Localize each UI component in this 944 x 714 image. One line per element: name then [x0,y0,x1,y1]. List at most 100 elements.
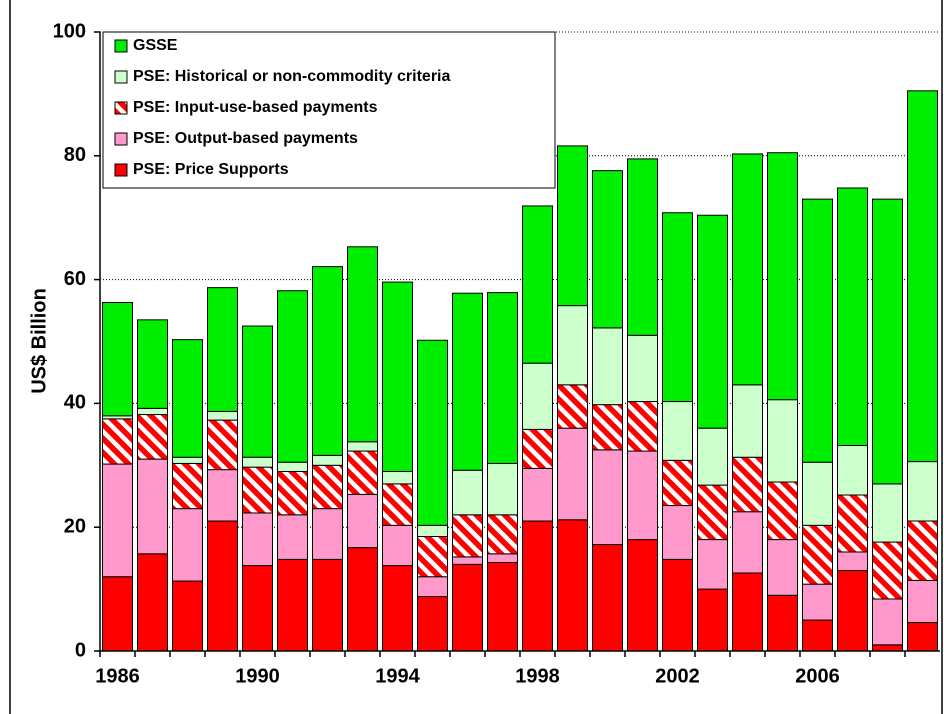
bar-segment [802,461,833,526]
bar-segment [837,494,868,553]
bar-segment [452,556,483,565]
bar-segment [207,419,238,471]
bar-segment [557,427,588,521]
bar-segment [242,456,273,468]
x-tick-label: 1990 [235,665,280,687]
bar-segment [557,384,588,429]
bar-segment [417,524,448,537]
bar-segment [242,325,273,458]
bar-segment [592,327,623,406]
bar-segment [242,466,273,514]
bar-segment [277,470,308,516]
bar-segment [592,544,623,652]
bar-segment [802,524,833,585]
bar-segment [452,469,483,516]
bar-segment [312,558,343,652]
x-tick-label: 2006 [795,665,840,687]
bar-segment [872,483,903,543]
bar-segment [627,539,658,652]
bar-segment [102,302,133,417]
bar-segment [417,596,448,652]
bar-segment [452,514,483,558]
bar-segment [872,598,903,646]
bar-segment [872,541,903,600]
bars [102,90,938,652]
bar-segment [837,187,868,446]
bar-segment [277,514,308,560]
bar-segment [347,246,378,443]
bar-segment [907,461,938,522]
y-tick-label: 20 [64,515,86,537]
bar-segment [732,456,763,513]
bar-segment [907,622,938,652]
bar-segment [172,580,203,652]
bar-segment [592,404,623,451]
bar-segment [137,414,168,460]
bar-segment [452,292,483,471]
bar-segment [382,483,413,526]
bar-segment [557,145,588,307]
bar-segment [312,464,343,510]
legend-swatch [114,101,128,115]
bar-segment [697,214,728,429]
bar-segment [557,519,588,652]
legend-swatch [114,39,128,53]
legend-label: PSE: Input-use-based payments [133,99,378,116]
bar-segment [102,418,133,465]
bar-segment [242,565,273,652]
bar-segment [312,454,343,466]
bar-segment [347,441,378,452]
bar-segment [207,287,238,412]
bar-segment [732,511,763,574]
bar-segment [802,583,833,621]
bar-segment [767,481,798,541]
bar-segment [277,290,308,463]
bar-segment [907,90,938,463]
legend-swatch [114,70,128,84]
bar-segment [102,463,133,578]
y-tick-label: 60 [64,268,86,290]
bar-segment [802,198,833,463]
bar-segment [487,553,518,563]
bar-segment [627,450,658,541]
legend: GSSE PSE: Historical or non-commodity cri… [102,31,556,189]
legend-swatch [114,163,128,177]
bar-segment [102,576,133,652]
bar-segment [767,594,798,652]
bar-segment [277,461,308,472]
bar-segment [417,339,448,526]
bar-segment [802,619,833,652]
bar-segment [522,467,553,522]
bar-segment [837,551,868,572]
bar-segment [697,427,728,486]
bar-segment [522,428,553,469]
y-tick-label: 40 [64,392,86,414]
bar-segment [487,292,518,464]
legend-box [102,31,556,189]
x-tick-label: 2002 [655,665,700,687]
bar-segment [662,459,693,507]
bar-segment [137,319,168,409]
bar-segment [662,401,693,461]
bar-segment [487,462,518,516]
legend-label: GSSE [133,37,178,54]
legend-label: PSE: Historical or non-commodity criteri… [133,68,451,85]
bar-segment [522,205,553,364]
bar-segment [627,401,658,452]
bar-segment [767,539,798,596]
bar-segment [907,520,938,581]
y-axis-label: US$ Billion [28,288,50,394]
bar-segment [172,462,203,510]
bar-segment [417,576,448,598]
bar-segment [662,505,693,560]
bar-segment [382,281,413,472]
bar-segment [312,508,343,560]
bar-segment [207,410,238,421]
x-tick-label: 1998 [515,665,560,687]
bar-segment [382,470,413,485]
bar-segment [697,588,728,652]
bar-segment [347,547,378,652]
bar-segment [487,561,518,652]
bar-segment [732,384,763,458]
